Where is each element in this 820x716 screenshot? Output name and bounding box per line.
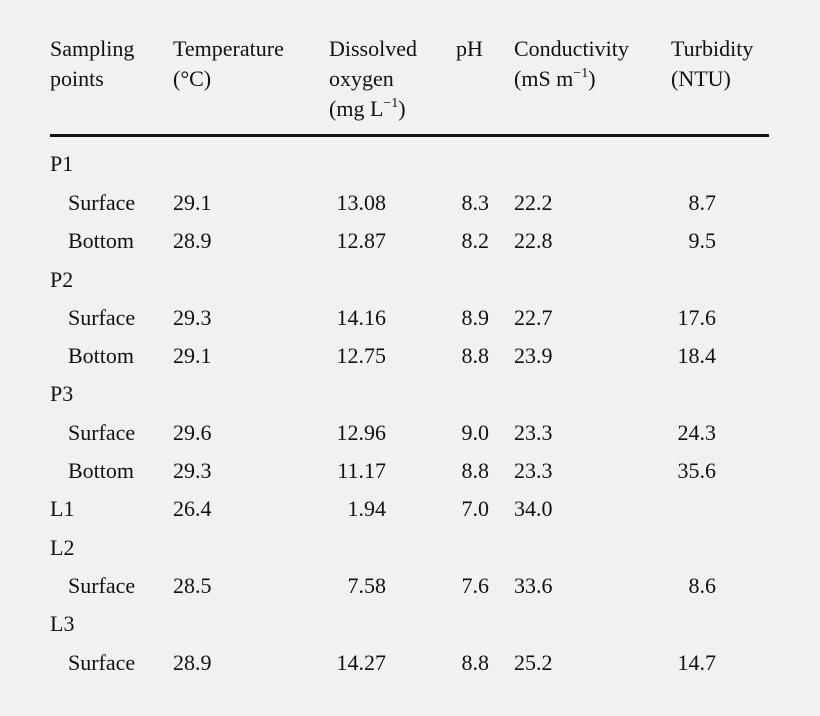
header-line: pH bbox=[456, 36, 483, 61]
header-line: oxygen bbox=[329, 66, 394, 91]
cell-turbidity: 8.6 bbox=[688, 573, 717, 598]
row-sub-label: Bottom bbox=[68, 458, 135, 483]
header-temperature: Temperature (°C) bbox=[173, 34, 284, 94]
cell-dissolved-oxygen: 11.17 bbox=[337, 458, 386, 483]
cell-turbidity: 35.6 bbox=[677, 458, 717, 483]
cell-conductivity: 25.2 bbox=[514, 650, 553, 675]
header-unit-text: (mg L bbox=[329, 96, 384, 121]
row-group-label: L2 bbox=[50, 535, 75, 560]
cell-dissolved-oxygen: 12.87 bbox=[336, 228, 387, 253]
cell-ph: 7.0 bbox=[461, 496, 490, 521]
header-line: Turbidity bbox=[671, 36, 754, 61]
header-line: Temperature bbox=[173, 36, 284, 61]
cell-temperature: 26.4 bbox=[173, 496, 212, 521]
cell-dissolved-oxygen: 1.94 bbox=[347, 496, 387, 521]
cell-ph: 7.6 bbox=[461, 573, 490, 598]
row-group-label: L1 bbox=[50, 496, 75, 521]
header-line: Sampling bbox=[50, 36, 135, 61]
cell-dissolved-oxygen: 14.16 bbox=[336, 305, 387, 330]
cell-conductivity: 23.9 bbox=[514, 343, 553, 368]
cell-turbidity: 14.7 bbox=[677, 650, 717, 675]
cell-ph: 8.8 bbox=[461, 458, 490, 483]
header-unit-line: (mg L−1) bbox=[329, 94, 417, 128]
row-sub-label: Surface bbox=[68, 190, 136, 215]
row-group-label: L3 bbox=[50, 611, 75, 636]
header-line: points bbox=[50, 66, 104, 91]
row-sub-label: Bottom bbox=[68, 228, 135, 253]
row-group-label: P1 bbox=[50, 151, 74, 176]
header-unit-superscript: −1 bbox=[383, 96, 399, 111]
row-sub-label: Bottom bbox=[68, 343, 135, 368]
cell-temperature: 28.5 bbox=[173, 573, 212, 598]
cell-temperature: 29.1 bbox=[173, 343, 212, 368]
cell-temperature: 29.1 bbox=[173, 190, 212, 215]
cell-conductivity: 22.7 bbox=[514, 305, 553, 330]
cell-temperature: 28.9 bbox=[173, 650, 212, 675]
cell-conductivity: 33.6 bbox=[514, 573, 553, 598]
header-turbidity: Turbidity (NTU) bbox=[671, 34, 753, 94]
cell-ph: 8.9 bbox=[461, 305, 490, 330]
cell-temperature: 29.3 bbox=[173, 305, 212, 330]
row-sub-label: Surface bbox=[68, 305, 136, 330]
row-sub-label: Surface bbox=[68, 420, 136, 445]
header-unit-close: ) bbox=[398, 96, 406, 121]
row-group-label: P3 bbox=[50, 381, 74, 406]
header-unit-superscript: −1 bbox=[573, 66, 589, 81]
header-line: Conductivity bbox=[514, 36, 629, 61]
cell-dissolved-oxygen: 7.58 bbox=[347, 573, 387, 598]
header-unit-text: (mS m bbox=[514, 66, 574, 91]
cell-conductivity: 22.2 bbox=[514, 190, 553, 215]
cell-turbidity: 9.5 bbox=[688, 228, 717, 253]
cell-conductivity: 34.0 bbox=[514, 496, 553, 521]
cell-ph: 8.2 bbox=[461, 228, 490, 253]
cell-turbidity: 24.3 bbox=[677, 420, 717, 445]
cell-temperature: 28.9 bbox=[173, 228, 212, 253]
cell-conductivity: 22.8 bbox=[514, 228, 553, 253]
header-line: (°C) bbox=[173, 66, 212, 91]
cell-ph: 8.8 bbox=[461, 343, 490, 368]
header-line: (NTU) bbox=[671, 66, 731, 91]
header-rule bbox=[50, 134, 769, 137]
row-sub-label: Surface bbox=[68, 573, 136, 598]
cell-conductivity: 23.3 bbox=[514, 458, 553, 483]
header-unit-line: (mS m−1) bbox=[514, 64, 629, 98]
cell-conductivity: 23.3 bbox=[514, 420, 553, 445]
row-group-label: P2 bbox=[50, 267, 74, 292]
cell-dissolved-oxygen: 13.08 bbox=[336, 190, 387, 215]
cell-turbidity: 8.7 bbox=[688, 190, 717, 215]
cell-dissolved-oxygen: 14.27 bbox=[336, 650, 387, 675]
row-sub-label: Surface bbox=[68, 650, 136, 675]
cell-ph: 8.8 bbox=[461, 650, 490, 675]
header-dissolved-oxygen: Dissolved oxygen (mg L−1) bbox=[329, 34, 417, 128]
cell-temperature: 29.6 bbox=[173, 420, 212, 445]
header-unit-close: ) bbox=[588, 66, 596, 91]
cell-dissolved-oxygen: 12.75 bbox=[336, 343, 387, 368]
header-conductivity: Conductivity (mS m−1) bbox=[514, 34, 629, 98]
cell-temperature: 29.3 bbox=[173, 458, 212, 483]
cell-ph: 8.3 bbox=[461, 190, 490, 215]
header-ph: pH bbox=[456, 34, 483, 64]
header-line: Dissolved bbox=[329, 36, 417, 61]
header-sampling-points: Sampling points bbox=[50, 34, 134, 94]
cell-turbidity: 18.4 bbox=[677, 343, 717, 368]
cell-turbidity: 17.6 bbox=[677, 305, 717, 330]
cell-dissolved-oxygen: 12.96 bbox=[336, 420, 387, 445]
cell-ph: 9.0 bbox=[461, 420, 490, 445]
